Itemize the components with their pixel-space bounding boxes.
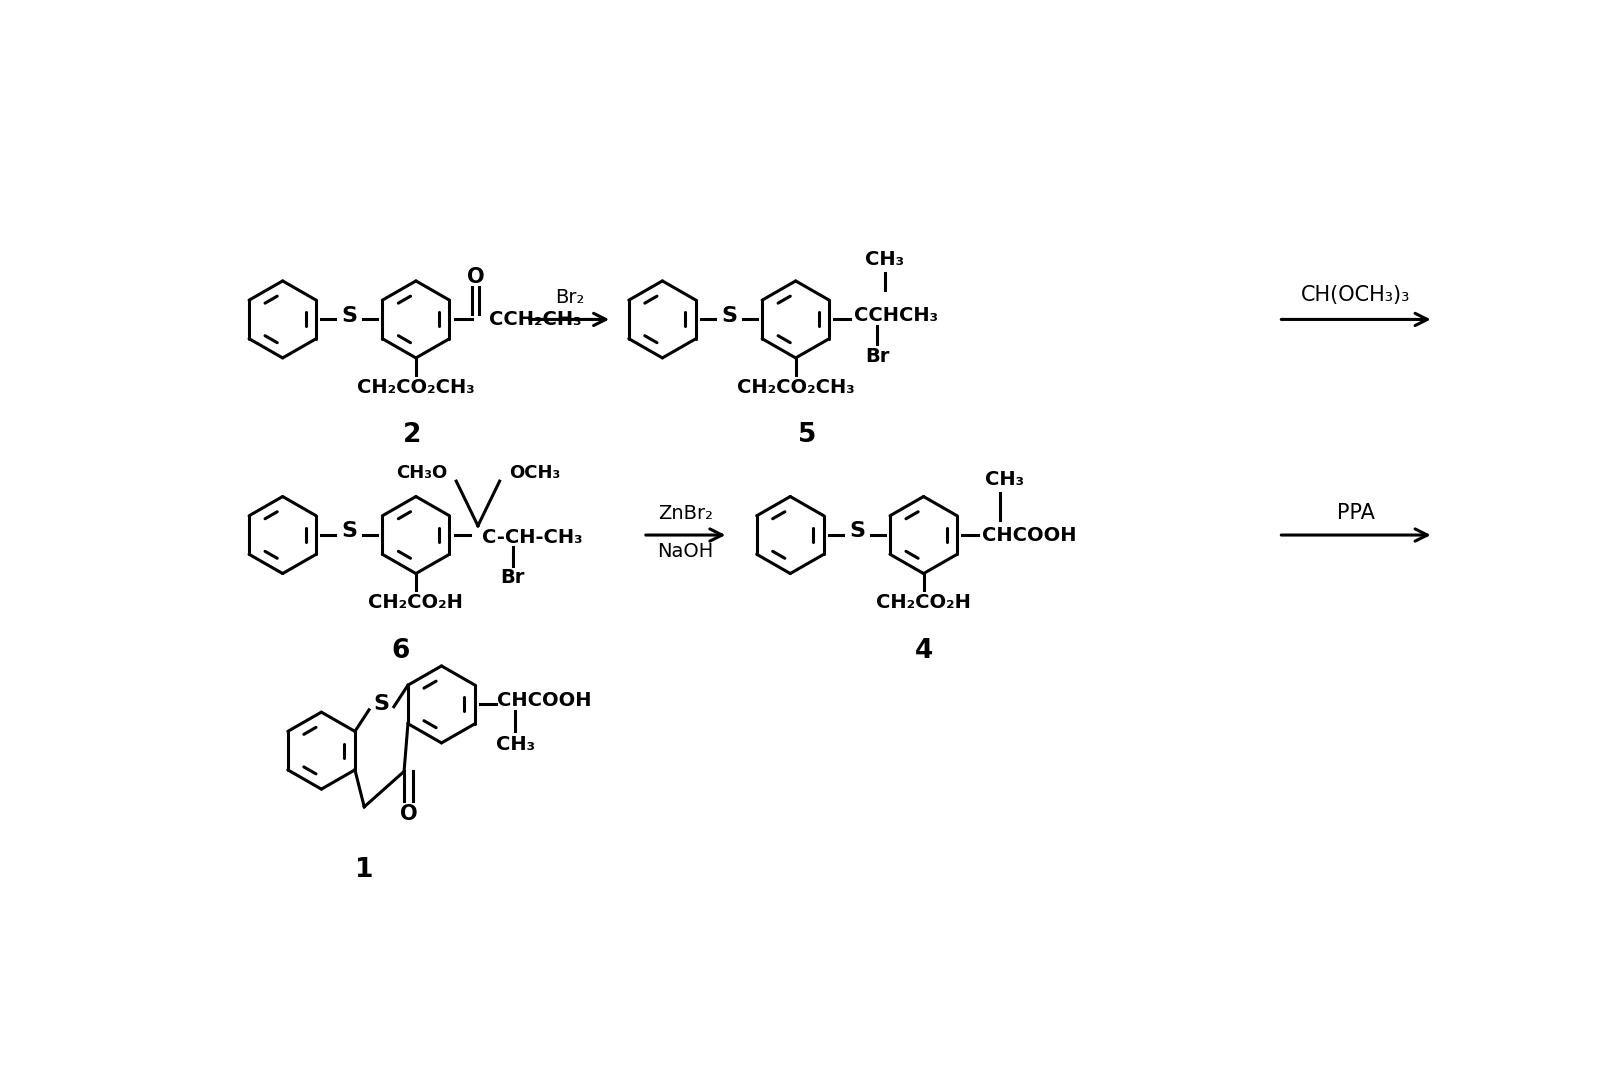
Text: S: S bbox=[374, 695, 390, 714]
Text: CCH₂CH₃: CCH₂CH₃ bbox=[489, 310, 581, 328]
Text: 6: 6 bbox=[391, 638, 409, 663]
Text: CH₃O: CH₃O bbox=[396, 464, 448, 482]
Text: CH(OCH₃)₃: CH(OCH₃)₃ bbox=[1301, 284, 1410, 305]
Text: CHCOOH: CHCOOH bbox=[497, 691, 592, 710]
Text: 5: 5 bbox=[799, 422, 816, 448]
Text: Br₂: Br₂ bbox=[555, 289, 584, 307]
Text: CH₂CO₂CH₃: CH₂CO₂CH₃ bbox=[737, 378, 855, 396]
Text: S: S bbox=[721, 306, 737, 325]
Text: S: S bbox=[341, 521, 357, 541]
Text: S: S bbox=[341, 306, 357, 325]
Text: O: O bbox=[467, 267, 485, 288]
Text: CH₂CO₂H: CH₂CO₂H bbox=[369, 593, 464, 613]
Text: Br: Br bbox=[865, 347, 889, 366]
Text: C-CH-CH₃: C-CH-CH₃ bbox=[481, 528, 583, 547]
Text: CHCOOH: CHCOOH bbox=[982, 526, 1075, 545]
Text: CH₂CO₂H: CH₂CO₂H bbox=[876, 593, 971, 613]
Text: ZnBr₂: ZnBr₂ bbox=[658, 504, 713, 523]
Text: CCHCH₃: CCHCH₃ bbox=[853, 306, 937, 325]
Text: NaOH: NaOH bbox=[657, 543, 713, 561]
Text: CH₂CO₂CH₃: CH₂CO₂CH₃ bbox=[357, 378, 475, 396]
Text: CH₃: CH₃ bbox=[985, 470, 1024, 489]
Text: Br: Br bbox=[501, 568, 525, 587]
Text: PPA: PPA bbox=[1336, 503, 1375, 523]
Text: O: O bbox=[399, 803, 417, 824]
Text: OCH₃: OCH₃ bbox=[509, 464, 560, 482]
Text: CH₃: CH₃ bbox=[496, 735, 535, 754]
Text: 2: 2 bbox=[402, 422, 422, 448]
Text: CH₃: CH₃ bbox=[865, 250, 905, 269]
Text: 1: 1 bbox=[354, 857, 374, 883]
Text: 4: 4 bbox=[914, 638, 932, 663]
Text: S: S bbox=[848, 521, 865, 541]
